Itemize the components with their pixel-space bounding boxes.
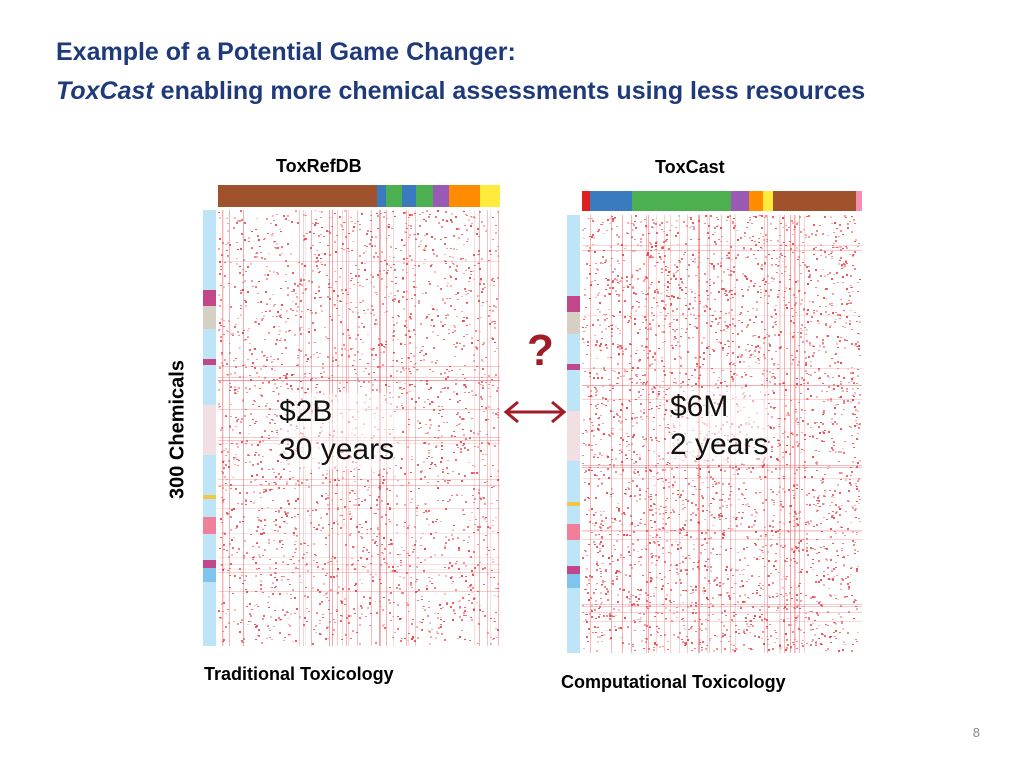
slide-title-line2: ToxCast enabling more chemical assessmen… [56,77,865,106]
band-segment [567,588,580,653]
band-segment [567,311,580,335]
band-segment [401,185,417,207]
band-segment [203,306,216,329]
band-segment [203,210,216,291]
band-segment [203,495,216,500]
band-segment [567,574,580,589]
band-segment [567,461,580,502]
band-segment [567,539,580,567]
toxcast-time: 2 years [670,426,769,464]
toxcast-cost: $6M [670,388,769,426]
y-axis-label-chemicals: 300 Chemicals [166,360,189,499]
toxrefdb-top-color-band [218,185,500,207]
question-mark: ? [527,326,554,375]
toxrefdb-header: ToxRefDB [276,156,362,176]
band-segment [773,191,856,211]
band-segment [731,191,750,211]
band-segment [567,501,580,506]
band-segment [567,364,580,371]
band-segment [855,191,862,211]
band-segment [567,566,580,575]
band-segment [385,185,402,207]
toxrefdb-time: 30 years [279,431,395,469]
band-segment [203,533,216,560]
toxcast-top-color-band [582,191,862,211]
band-segment [203,290,216,307]
band-segment [279,185,378,207]
title-line2-rest: enabling more chemical assessments using… [153,77,866,105]
band-segment [203,364,216,405]
toxrefdb-cost: $2B [279,393,395,431]
band-segment [763,191,774,211]
band-segment [567,523,580,540]
band-segment [203,328,216,359]
toxrefdb-cost-label: $2B 30 years [279,393,395,469]
band-segment [203,404,216,456]
toxcast-side-color-band [567,215,580,653]
toxcast-header: ToxCast [655,157,725,177]
band-segment [479,185,500,207]
band-segment [203,517,216,534]
toxcast-emphasis: ToxCast [56,77,154,105]
traditional-toxicology-label: Traditional Toxicology [204,664,394,684]
band-segment [218,185,280,207]
toxcast-cost-label: $6M 2 years [670,388,769,464]
band-segment [203,358,216,365]
band-segment [567,370,580,411]
band-segment [632,191,732,211]
double-arrow-icon [503,400,567,424]
band-segment [416,185,433,207]
band-segment [203,581,216,647]
band-segment [567,334,580,365]
slide-title-line1: Example of a Potential Game Changer: [56,38,516,66]
band-segment [203,455,216,496]
band-segment [203,559,216,568]
band-segment [567,410,580,462]
band-segment [749,191,764,211]
band-segment [448,185,480,207]
page-number: 8 [972,725,980,740]
band-segment [567,215,580,296]
band-segment [590,191,633,211]
computational-toxicology-label: Computational Toxicology [561,672,786,692]
toxrefdb-side-color-band [203,210,216,647]
band-segment [203,499,216,518]
band-segment [203,567,216,582]
band-segment [582,191,591,211]
band-segment [377,185,386,207]
band-segment [432,185,449,207]
band-segment [567,295,580,312]
band-segment [567,505,580,524]
